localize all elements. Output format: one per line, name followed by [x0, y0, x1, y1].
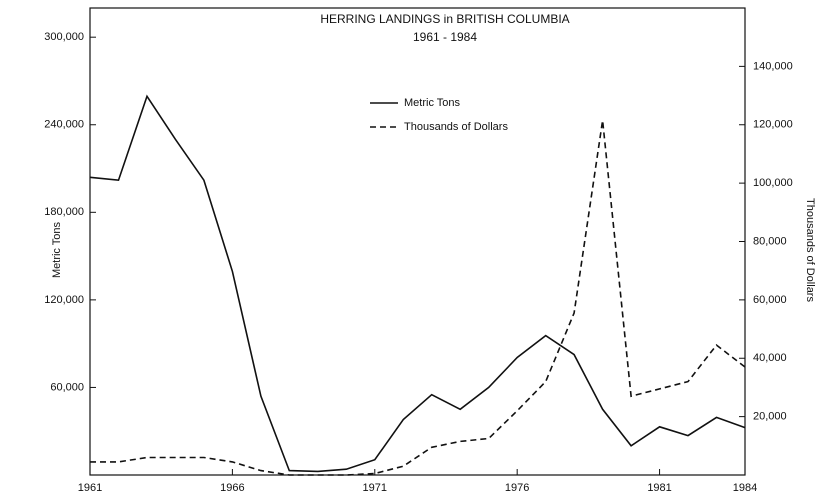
- x-tick-label: 1966: [220, 482, 244, 494]
- x-tick-label: 1981: [647, 482, 671, 494]
- y-tick-label: 120,000: [44, 294, 84, 306]
- chart-title: HERRING LANDINGS in BRITISH COLUMBIA: [320, 12, 569, 26]
- y2-tick-label: 140,000: [753, 60, 793, 72]
- y2-axis-label: Thousands of Dollars: [804, 198, 816, 302]
- data-line: [89, 94, 746, 473]
- y-tick-label: 240,000: [44, 119, 84, 131]
- legend-label: Thousands of Dollars: [404, 121, 508, 133]
- y2-tick-label: 20,000: [753, 411, 787, 423]
- y-tick-label: 300,000: [44, 31, 84, 43]
- chart-subtitle: 1961 - 1984: [413, 30, 477, 44]
- y2-tick-label: 40,000: [753, 352, 787, 364]
- x-tick-label: 1971: [363, 482, 387, 494]
- y2-tick-label: 80,000: [753, 235, 787, 247]
- y2-tick-label: 60,000: [753, 294, 787, 306]
- legend-label: Metric Tons: [404, 97, 461, 109]
- plot-frame: [89, 7, 746, 476]
- y2-tick-label: 120,000: [753, 119, 793, 131]
- y-tick-label: 60,000: [50, 381, 84, 393]
- x-tick-label: 1976: [505, 482, 529, 494]
- y2-tick-label: 100,000: [753, 177, 793, 189]
- x-tick-label: 1961: [78, 482, 102, 494]
- data-line: [90, 120, 746, 476]
- x-tick-label: 1984: [733, 482, 757, 494]
- y-axis-label: Metric Tons: [51, 221, 63, 278]
- y-tick-label: 180,000: [44, 206, 84, 218]
